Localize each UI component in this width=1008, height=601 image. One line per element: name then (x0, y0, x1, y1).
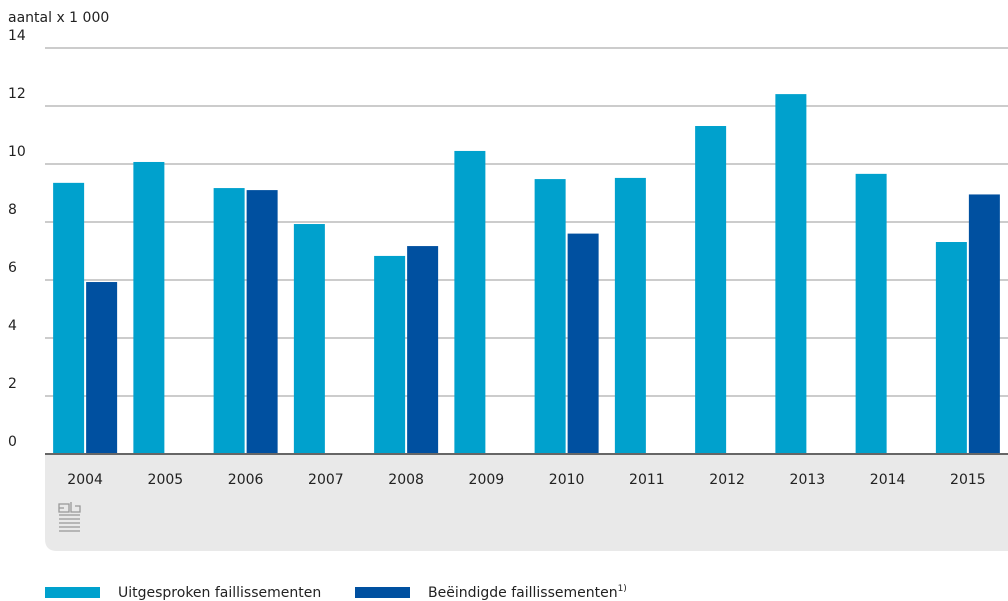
bar (614, 177, 646, 455)
x-tick-label: 2014 (870, 472, 906, 488)
bar (246, 190, 278, 454)
x-tick-label: 2009 (469, 472, 505, 488)
bar (374, 255, 406, 454)
y-tick-label: 10 (8, 144, 26, 160)
x-tick-label: 2007 (308, 472, 344, 488)
axis-panel (45, 454, 1008, 551)
y-tick-label: 12 (8, 86, 26, 102)
bar (695, 126, 727, 454)
y-tick-label: 8 (8, 202, 17, 218)
bar (775, 94, 807, 455)
bar (935, 242, 967, 454)
x-tick-label: 2010 (549, 472, 585, 488)
y-tick-label: 0 (8, 434, 17, 450)
legend-label: Beëindigde faillissementen1) (428, 584, 627, 601)
x-tick-label: 2008 (388, 472, 424, 488)
x-tick-label: 2004 (67, 472, 103, 488)
y-tick-label: 4 (8, 318, 17, 334)
bar (293, 224, 325, 454)
legend-swatch (45, 587, 100, 598)
x-tick-label: 2012 (709, 472, 745, 488)
legend-name: Beëindigde faillissementen (428, 585, 618, 601)
bar (86, 282, 118, 454)
legend-note: 1) (618, 584, 627, 594)
x-tick-label: 2005 (148, 472, 184, 488)
legend-label: Uitgesproken faillissementen (118, 585, 321, 601)
cbs-logo (58, 502, 81, 532)
bar (534, 179, 566, 454)
legend-swatch (355, 587, 410, 598)
y-tick-label: 6 (8, 260, 17, 276)
bar (213, 188, 245, 454)
bar (968, 194, 1000, 454)
bar (567, 233, 599, 454)
x-tick-label: 2011 (629, 472, 665, 488)
y-tick-label: 2 (8, 376, 17, 392)
bar (53, 182, 85, 454)
bar (855, 173, 887, 455)
bar (133, 161, 165, 454)
y-tick-label: 14 (8, 28, 26, 44)
x-tick-label: 2006 (228, 472, 264, 488)
x-tick-label: 2015 (950, 472, 986, 488)
legend-name: Uitgesproken faillissementen (118, 585, 321, 601)
bar (454, 150, 486, 454)
y-axis-label: aantal x 1 000 (8, 10, 109, 26)
bar (407, 246, 439, 454)
x-tick-label: 2013 (790, 472, 826, 488)
